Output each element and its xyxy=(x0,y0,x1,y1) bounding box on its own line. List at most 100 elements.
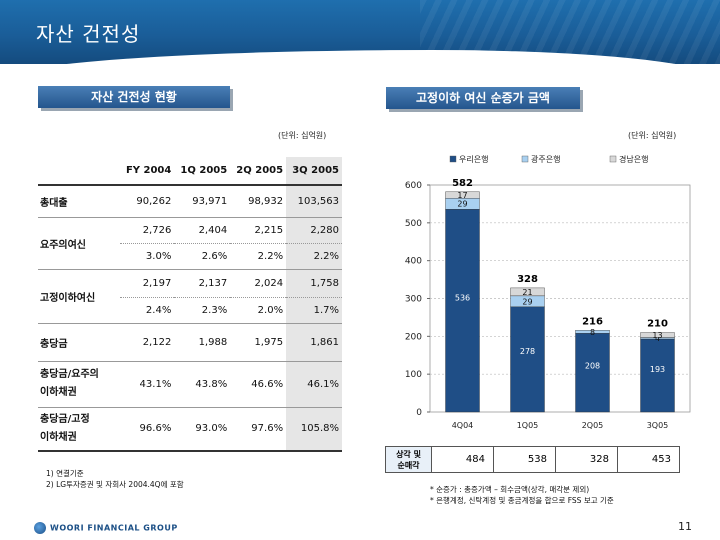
cell: 2.2% xyxy=(286,243,342,269)
legend-swatch xyxy=(521,155,529,163)
y-tick-label: 0 xyxy=(416,408,422,418)
cell: 103,563 xyxy=(286,185,342,217)
row-label: 고정이하여신 xyxy=(38,269,120,324)
cell: 2,024 xyxy=(230,269,287,298)
column-header: 1Q 2005 xyxy=(174,157,231,186)
data-label: 21 xyxy=(522,288,532,297)
asset-quality-table: FY 2004 1Q 2005 2Q 2005 3Q 2005 총대출 90,2… xyxy=(38,157,342,452)
left-unit-label: (단위: 십억원) xyxy=(278,131,327,140)
table-row: 충당금/고정 이하채권 96.6% 93.0% 97.6% 105.8% xyxy=(38,407,342,451)
cell: 538 xyxy=(493,446,556,473)
left-section-title: 자산 건전성 현황 xyxy=(38,86,230,108)
column-header: FY 2004 xyxy=(120,157,175,186)
note-line: 2) LG투자증권 및 자회사 2004.4Q에 포함 xyxy=(46,480,184,489)
legend-label: 광주은행 xyxy=(531,154,560,164)
cell: 2,215 xyxy=(230,217,287,244)
y-tick-label: 600 xyxy=(405,181,422,191)
legend-label: 우리은행 xyxy=(459,154,488,164)
table-row: 총대출 90,262 93,971 98,932 103,563 xyxy=(38,185,342,217)
cell: 46.6% xyxy=(251,378,284,390)
header-blank xyxy=(38,157,120,186)
cell: 2,197 xyxy=(120,269,175,298)
cell: 43.1% xyxy=(139,378,172,390)
table-row: 요주의여신 2,726 2,404 2,215 2,280 xyxy=(38,217,342,270)
row-label-line: 충당금/요주의 xyxy=(40,369,99,380)
logo-icon xyxy=(34,522,46,534)
row-label-line: 순매각 xyxy=(397,460,420,470)
cell: 2.6% xyxy=(201,250,228,262)
y-tick-label: 100 xyxy=(405,370,422,380)
legend-label: 경남은행 xyxy=(619,154,648,164)
row-label-line: 충당금/고정 xyxy=(40,413,90,425)
bar-segment xyxy=(510,306,545,413)
legend-swatch xyxy=(609,155,617,163)
total-label: 582 xyxy=(452,178,473,189)
table-row: 2.4% 2.3% 2.0% 1.7% xyxy=(38,297,342,323)
x-tick-label: 3Q05 xyxy=(647,421,669,430)
header-banner: 자산 건전성 xyxy=(0,0,720,64)
total-label: 210 xyxy=(647,319,668,330)
cell: 2.4% xyxy=(145,304,172,316)
data-label: 17 xyxy=(457,191,467,200)
data-label: 536 xyxy=(455,293,470,302)
table-row: 고정이하여신 2,197 2,137 2,024 1,758 xyxy=(38,269,342,324)
cell: 2,137 xyxy=(174,269,231,298)
note-line: 1) 연결기준 xyxy=(46,469,84,478)
data-label: 208 xyxy=(585,362,600,371)
column-header: 3Q 2005 xyxy=(286,157,342,186)
row-label-line: 이하채권 xyxy=(40,431,77,443)
note-line: * 은행계정, 신탁계정 및 종금계정을 합으로 FSS 보고 기준 xyxy=(430,496,614,505)
row-label: 요주의여신 xyxy=(38,217,120,270)
chart-legend: 우리은행 광주은행 경남은행 xyxy=(449,154,648,164)
cell: 46.1% xyxy=(286,361,342,407)
bar-segment xyxy=(575,333,610,413)
cell: 2.2% xyxy=(257,250,284,262)
bar-segment xyxy=(510,287,545,297)
y-tick-label: 400 xyxy=(405,257,422,267)
page-number: 11 xyxy=(678,520,692,533)
cell: 97.6% xyxy=(251,423,284,435)
x-tick-label: 1Q05 xyxy=(517,421,539,430)
data-label: 29 xyxy=(457,200,467,209)
left-notes: 1) 연결기준 2) LG투자증권 및 자회사 2004.4Q에 포함 xyxy=(46,468,184,490)
row-label-line: 이하채권 xyxy=(40,387,77,398)
bar-segment xyxy=(445,191,480,199)
page-title: 자산 건전성 xyxy=(36,22,141,46)
y-tick-label: 200 xyxy=(405,332,422,342)
x-tick-label: 4Q04 xyxy=(452,421,474,430)
cell: 1,975 xyxy=(254,336,284,348)
row-label: 총대출 xyxy=(40,197,68,209)
cell: 43.8% xyxy=(195,378,228,390)
data-label: 13 xyxy=(652,331,662,340)
cell: 1,758 xyxy=(286,269,342,298)
writeoff-table: 상각 및 순매각 484 538 328 453 xyxy=(385,446,680,473)
cell: 328 xyxy=(555,446,618,473)
cell: 93,971 xyxy=(192,195,228,207)
bar-segment xyxy=(640,332,675,338)
cell: 484 xyxy=(431,446,494,473)
right-unit-label: (단위: 십억원) xyxy=(628,131,677,140)
table-row: 충당금 2,122 1,988 1,975 1,861 xyxy=(38,323,342,361)
data-label: 278 xyxy=(520,347,535,356)
cell: 2.3% xyxy=(201,304,228,316)
cell: 2.0% xyxy=(257,304,284,316)
chart-x-axis: 4Q04 1Q05 2Q05 3Q05 xyxy=(452,421,669,430)
right-notes: * 순증가 : 총증가액 – 회수금액(상각, 매각분 제외) * 은행계정, … xyxy=(430,484,614,506)
column-header: 2Q 2005 xyxy=(230,157,287,186)
cell: 1,988 xyxy=(198,336,228,348)
data-label: 29 xyxy=(522,297,532,306)
company-logo: WOORI FINANCIAL GROUP xyxy=(34,522,178,534)
row-label: 충당금 xyxy=(40,338,68,350)
total-label: 216 xyxy=(582,316,603,327)
cell: 96.6% xyxy=(139,423,172,435)
header-wave xyxy=(0,50,720,64)
row-label-line: 상각 및 xyxy=(396,449,421,459)
cell: 2,280 xyxy=(286,217,342,244)
chart-y-axis: 0 100 200 300 400 500 600 xyxy=(405,181,430,418)
cell: 90,262 xyxy=(136,195,172,207)
data-label: 4 xyxy=(655,334,660,343)
